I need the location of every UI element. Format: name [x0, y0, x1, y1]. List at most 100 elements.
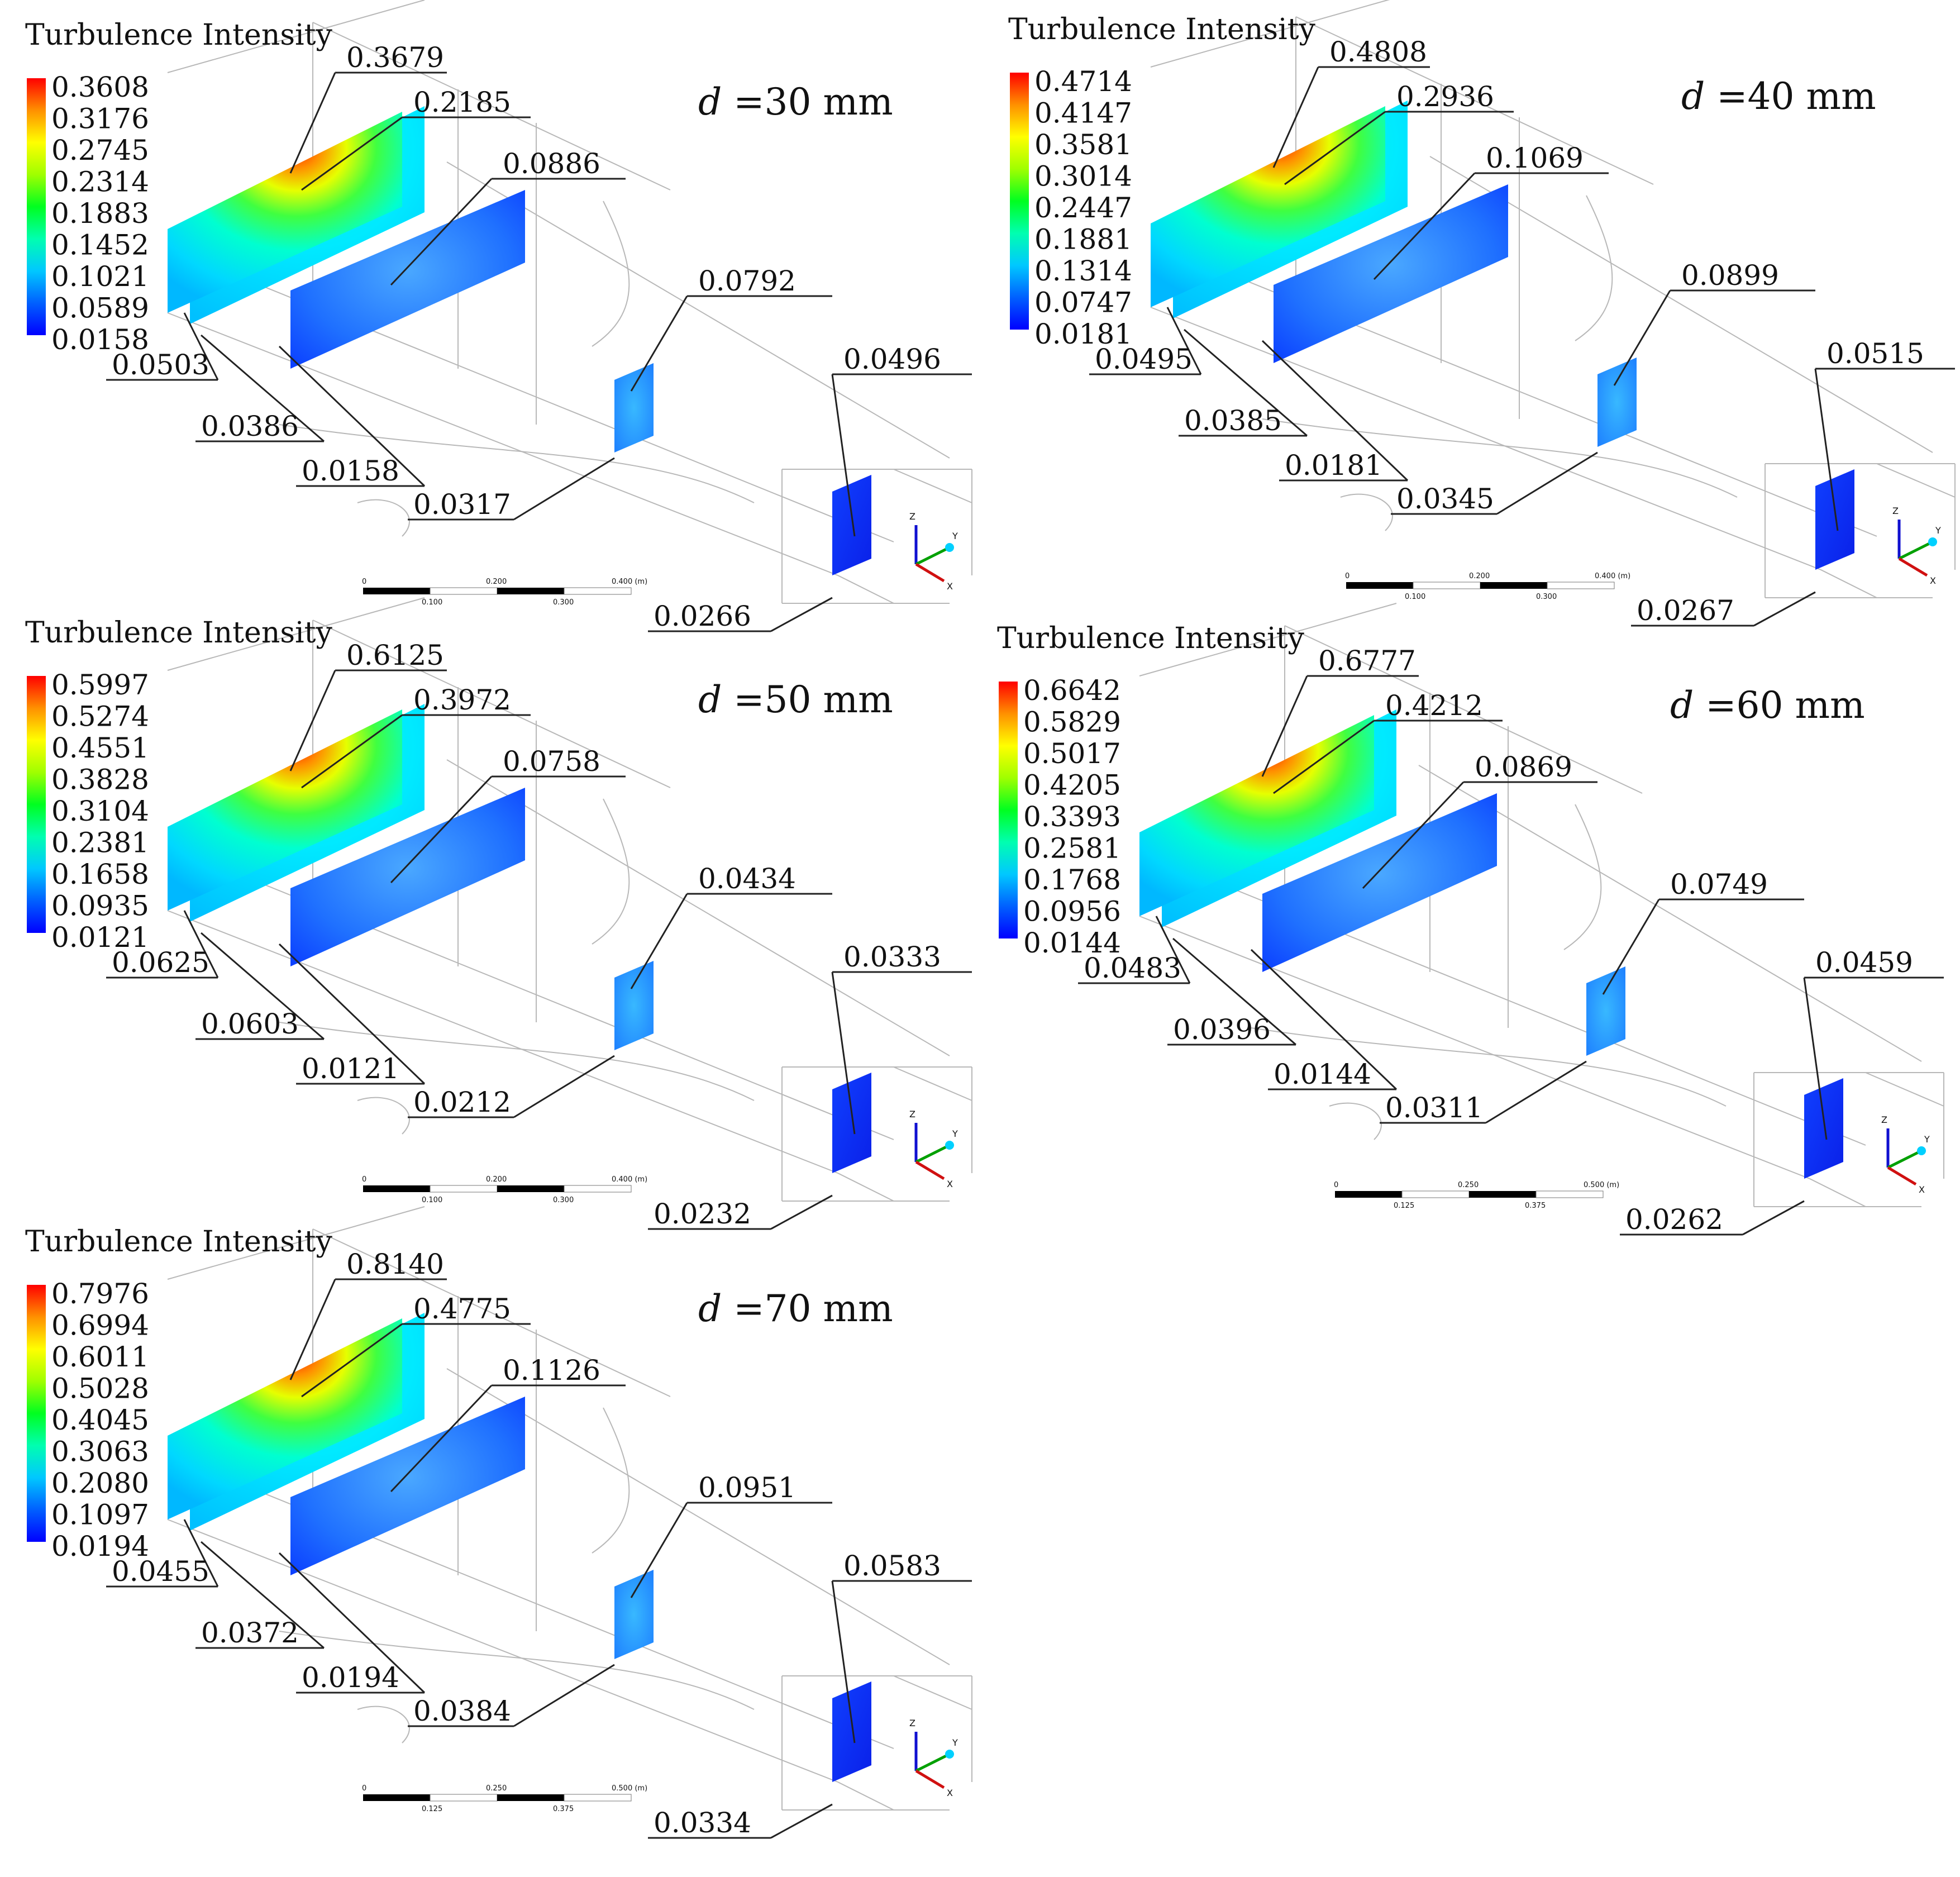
legend-title: Turbulence Intensity [1008, 13, 1316, 46]
legend-tick: 0.1021 [51, 260, 149, 293]
legend-tick: 0.4205 [1023, 769, 1121, 802]
legend-colorbar [1010, 73, 1029, 330]
plane4-value: 0.0792 [698, 265, 796, 297]
legend-tick: 0.1658 [51, 858, 149, 890]
axis-triad: Z Y X [1892, 506, 1941, 586]
scale-tick: 0.375 [553, 1805, 574, 1813]
plane3-value: 0.0758 [503, 745, 600, 778]
axis-z: Z [909, 1718, 915, 1728]
scale-tick: 0.200 [486, 578, 507, 586]
axis-z: Z [909, 511, 915, 522]
axis-x: X [947, 1788, 953, 1798]
legend-tick: 0.3176 [51, 103, 149, 135]
peak-value: 0.8140 [346, 1248, 444, 1280]
legend-tick: 0.1314 [1034, 255, 1132, 287]
low3-value: 0.0144 [1274, 1058, 1371, 1090]
legend-tick: 0.3063 [51, 1436, 149, 1468]
plane2-value: 0.4775 [413, 1293, 511, 1325]
scale-bar: 0 0.250 0.500 (m) 0.125 0.375 [1334, 1181, 1619, 1210]
legend-tick: 0.0121 [51, 921, 149, 954]
axis-z: Z [1892, 506, 1899, 516]
legend-title: Turbulence Intensity [25, 18, 333, 52]
mid-plane [614, 961, 654, 1050]
legend-tick: 0.0158 [51, 323, 149, 356]
mid-plane [614, 1570, 654, 1659]
legend-title: Turbulence Intensity [25, 1225, 333, 1259]
legend-tick: 0.6642 [1023, 674, 1121, 707]
scale-tick: 0.300 [553, 1196, 574, 1204]
axis-y: Y [1935, 525, 1941, 536]
scale-tick: 0.300 [1536, 593, 1557, 601]
scale-tick: 0.500 (m) [612, 1784, 647, 1793]
duct-wireframe [167, 597, 972, 1202]
scale-tick: 0 [362, 578, 366, 586]
scale-tick: 0.400 (m) [1595, 572, 1630, 580]
downstream-plane [290, 788, 525, 966]
plane4-value: 0.0434 [698, 863, 796, 895]
legend-tick: 0.4714 [1034, 65, 1132, 98]
scale-tick: 0.200 [1469, 572, 1490, 580]
low1-value: 0.0503 [112, 349, 209, 381]
legend-tick: 0.4147 [1034, 97, 1132, 130]
low1-value: 0.0495 [1095, 343, 1193, 375]
low5-value: 0.0232 [654, 1198, 751, 1230]
scale-tick: 0.100 [422, 1196, 442, 1204]
peak-value: 0.6125 [346, 639, 444, 671]
legend-tick: 0.6994 [51, 1309, 149, 1342]
legend-colorbar [27, 1285, 46, 1542]
downstream-plane [1262, 793, 1497, 972]
outlet-plane [832, 475, 871, 575]
low5-value: 0.0334 [654, 1807, 751, 1839]
axis-triad: Z Y X [1881, 1114, 1930, 1195]
low1-value: 0.0483 [1084, 952, 1181, 984]
scale-tick: 0.250 [486, 1784, 507, 1793]
axis-x: X [947, 581, 953, 592]
scale-tick: 0.400 (m) [612, 578, 647, 586]
axis-x: X [1919, 1184, 1925, 1195]
scale-tick: 0 [1345, 572, 1349, 580]
outlet-plane [832, 1681, 871, 1782]
peak-value: 0.4808 [1329, 36, 1427, 68]
plane3-value: 0.0869 [1475, 751, 1572, 783]
axis-y: Y [952, 1737, 958, 1748]
scale-tick: 0 [1334, 1181, 1338, 1189]
low3-value: 0.0181 [1285, 449, 1382, 482]
legend-tick: 0.1768 [1023, 864, 1121, 896]
low4-value: 0.0311 [1385, 1092, 1483, 1124]
mid-plane [614, 363, 654, 452]
scale-bar: 0 0.250 0.500 (m) 0.125 0.375 [362, 1784, 647, 1813]
case-label: d =30 mm [698, 80, 893, 123]
scale-tick: 0.200 [486, 1175, 507, 1184]
low4-value: 0.0345 [1396, 483, 1494, 515]
legend-tick: 0.4551 [51, 732, 149, 764]
legend-tick: 0.3828 [51, 764, 149, 796]
axis-z: Z [1881, 1114, 1887, 1125]
peak-plane [1151, 106, 1385, 307]
low2-value: 0.0385 [1184, 404, 1282, 437]
legend-tick: 0.5028 [51, 1373, 149, 1405]
legend-tick: 0.2447 [1034, 192, 1132, 224]
axis-x: X [947, 1179, 953, 1189]
low3-value: 0.0121 [302, 1052, 399, 1085]
peak-value: 0.3679 [346, 41, 444, 74]
scale-bar: 0 0.200 0.400 (m) 0.100 0.300 [362, 1175, 647, 1204]
peak-value: 0.6777 [1318, 645, 1416, 677]
mid-plane [1597, 358, 1637, 447]
legend-tick: 0.2381 [51, 827, 149, 859]
legend-tick: 0.2745 [51, 134, 149, 166]
legend-tick: 0.0589 [51, 292, 149, 325]
legend-tick: 0.5274 [51, 701, 149, 733]
low5-value: 0.0266 [654, 600, 751, 632]
mid-plane [1586, 966, 1625, 1056]
scale-tick: 0.100 [422, 598, 442, 607]
legend-colorbar [27, 676, 46, 933]
low4-value: 0.0384 [413, 1695, 511, 1727]
plane5-value: 0.0515 [1827, 337, 1924, 370]
legend-title: Turbulence Intensity [997, 622, 1305, 655]
scale-tick: 0.125 [422, 1805, 442, 1813]
scale-tick: 0.500 (m) [1584, 1181, 1619, 1189]
peak-plane [168, 112, 402, 313]
plane3-value: 0.0886 [503, 147, 600, 180]
panel-d40: Turbulence Intensity0.47140.41470.35810.… [1008, 0, 1956, 627]
outlet-plane [1804, 1078, 1843, 1179]
